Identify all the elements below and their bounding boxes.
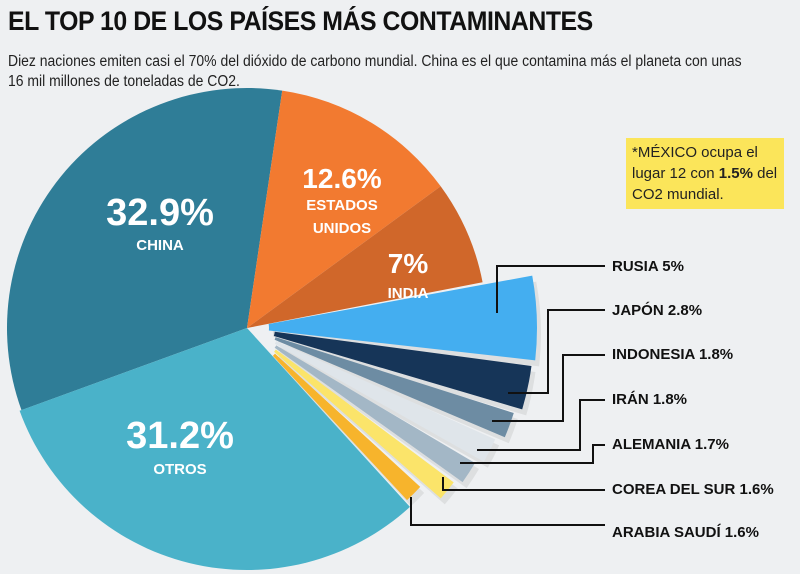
leader-line-alemania [460, 444, 605, 464]
pie-slice-alemania [274, 345, 476, 483]
slice-value-otros: 31.2% [126, 415, 234, 457]
chart-title: EL TOP 10 DE LOS PAÍSES MÁS CONTAMINANTE… [8, 6, 593, 36]
label-japon: JAPÓN 2.8% [612, 302, 703, 319]
slice-shadow [278, 343, 518, 444]
leader-line-corea-del-sur [442, 477, 605, 491]
label-rusia: RUSIA 5% [612, 258, 684, 275]
note-bold: 1.5% [718, 165, 753, 182]
label-arabia: ARABIA SAUDÍ 1.6% [612, 524, 759, 541]
chart-subtitle: Diez naciones emiten casi el 70% del dió… [8, 53, 742, 90]
pie-slice-japón [273, 331, 532, 410]
mexico-note: *MÉXICO ocupa el lugar 12 con 1.5% del C… [626, 138, 784, 209]
pie-slice-indonesia [274, 337, 514, 438]
label-corea: COREA DEL SUR 1.6% [612, 481, 774, 498]
slice-label-china: CHINA [136, 237, 184, 254]
leader-line-japón [508, 309, 605, 394]
slice-value-india: 7% [387, 248, 429, 279]
pie-slice-irán [274, 341, 496, 462]
label-alemania: ALEMANIA 1.7% [612, 436, 729, 453]
leader-line-arabia-saudí [410, 497, 605, 526]
pie-slice-india [247, 186, 483, 328]
leader-line-indonesia [492, 354, 605, 422]
note-text-2: del CO2 mundial. [632, 165, 778, 203]
label-iran: IRÁN 1.8% [612, 391, 688, 408]
pie-slice-rusia [268, 275, 537, 361]
slice-shadow [277, 337, 536, 416]
pie-slice-otros [19, 328, 410, 570]
pie-slice-china [6, 87, 283, 411]
leader-line-irán [477, 399, 605, 451]
pie-slice-corea-del-sur [274, 349, 454, 499]
slice-label-usa-2: UNIDOS [312, 220, 372, 237]
slice-value-china: 32.9% [106, 192, 214, 234]
slice-label-otros: OTROS [153, 461, 207, 478]
label-indonesia: INDONESIA 1.8% [612, 346, 734, 363]
leader-line-rusia [496, 265, 605, 313]
note-text-1: *MÉXICO ocupa el lugar 12 con [632, 144, 758, 182]
slice-label-india: INDIA [387, 285, 429, 302]
pie-slice-arabia-saudí [272, 353, 421, 501]
slice-value-usa: 12.6% [302, 163, 382, 194]
pie-slice-estados-unidos [247, 90, 441, 328]
slice-label-usa-1: ESTADOS [306, 197, 378, 214]
